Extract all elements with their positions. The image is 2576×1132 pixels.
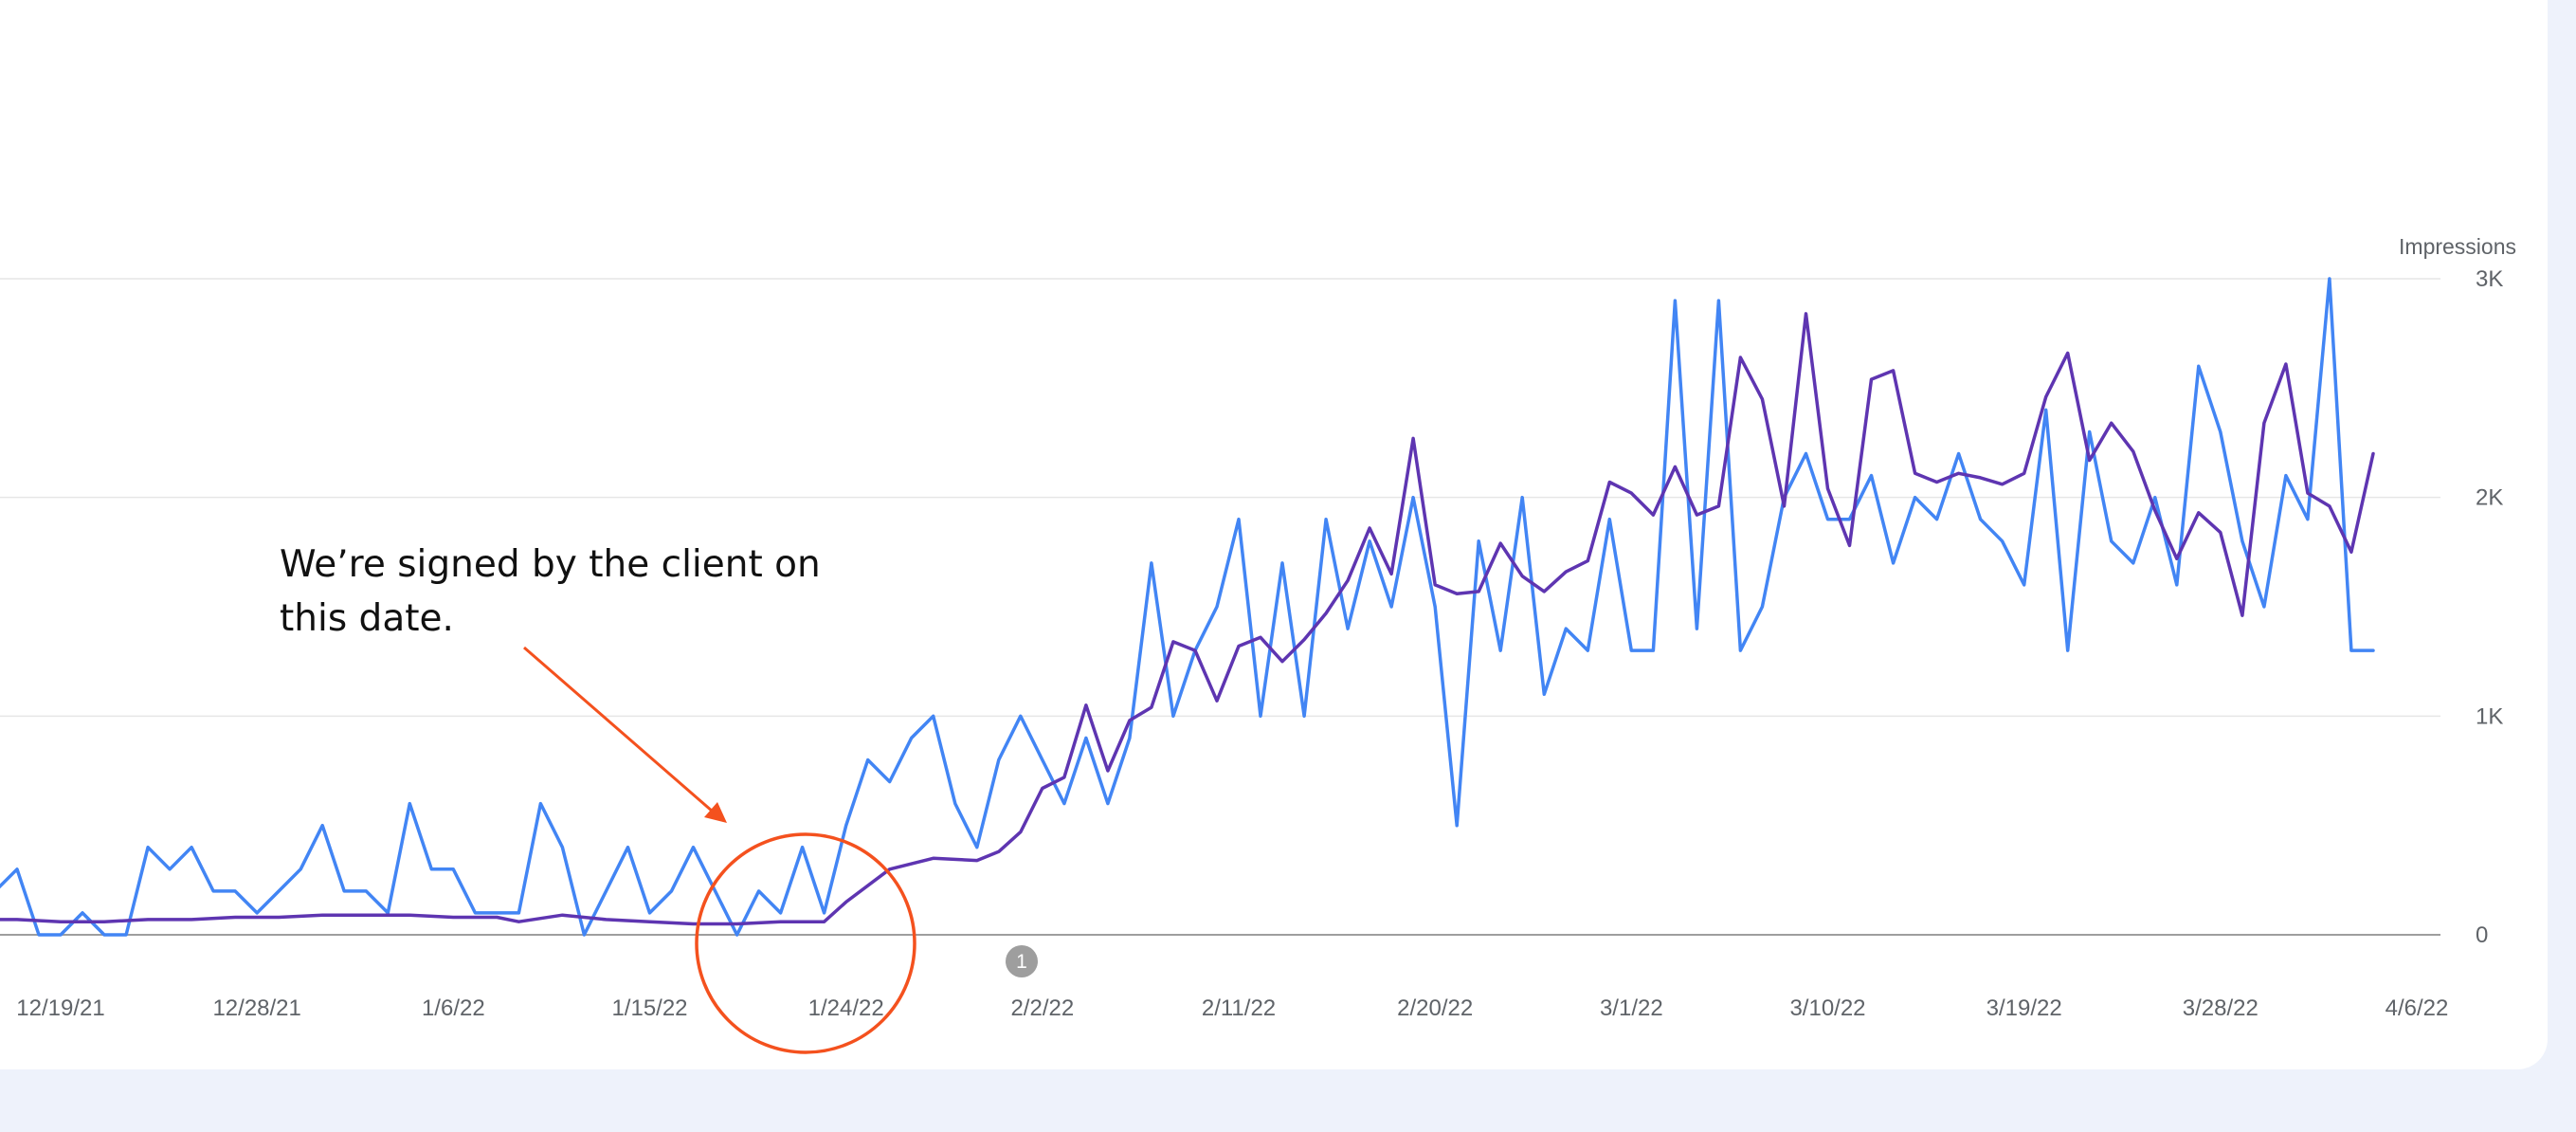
x-tick-label: 1/15/22 <box>611 995 687 1021</box>
x-tick-label: 4/6/22 <box>2386 995 2449 1021</box>
gridlines <box>0 278 2440 936</box>
x-tick-label: 2/20/22 <box>1397 995 1473 1021</box>
annotation-text-line-1: We’re signed by the client on <box>280 543 821 586</box>
x-tick-label: 12/28/21 <box>212 995 300 1021</box>
y-axis-title: Impressions <box>2399 234 2516 259</box>
x-tick-label: 12/19/21 <box>16 995 104 1021</box>
x-tick-label: 3/1/22 <box>1600 995 1663 1021</box>
y-tick-label: 3K <box>2476 266 2503 292</box>
chart-card <box>0 0 2548 1069</box>
event-marker-label: 1 <box>1016 951 1027 973</box>
x-axis-ticks: 12/19/21 12/28/21 1/6/22 1/15/22 1/24/22 2/2/… <box>16 995 2448 1021</box>
x-tick-label: 1/24/22 <box>808 995 884 1021</box>
x-tick-label: 3/19/22 <box>1986 995 2062 1021</box>
y-axis-ticks: 0 1K 2K 3K <box>2476 266 2503 948</box>
annotation-text-line-2: this date. <box>280 597 454 640</box>
x-tick-label: 2/2/22 <box>1010 995 1074 1021</box>
series-lines <box>0 277 2375 937</box>
event-marker-dot[interactable] <box>1006 945 1038 977</box>
x-tick-label: 3/28/22 <box>2183 995 2259 1021</box>
annotation-group: We’re signed by the client on this date. <box>280 543 916 1054</box>
event-marker[interactable]: 1 <box>1006 945 1038 977</box>
x-tick-label: 2/11/22 <box>1202 995 1276 1021</box>
y-tick-label: 2K <box>2476 485 2503 511</box>
x-tick-label: 3/10/22 <box>1789 995 1865 1021</box>
series-line-purple <box>0 312 2375 926</box>
y-tick-label: 1K <box>2476 703 2503 729</box>
annotation-arrow <box>523 646 714 813</box>
annotation-circle <box>695 832 916 1054</box>
y-tick-label: 0 <box>2476 922 2488 948</box>
annotation-arrowhead <box>704 802 727 823</box>
x-tick-label: 1/6/22 <box>422 995 485 1021</box>
